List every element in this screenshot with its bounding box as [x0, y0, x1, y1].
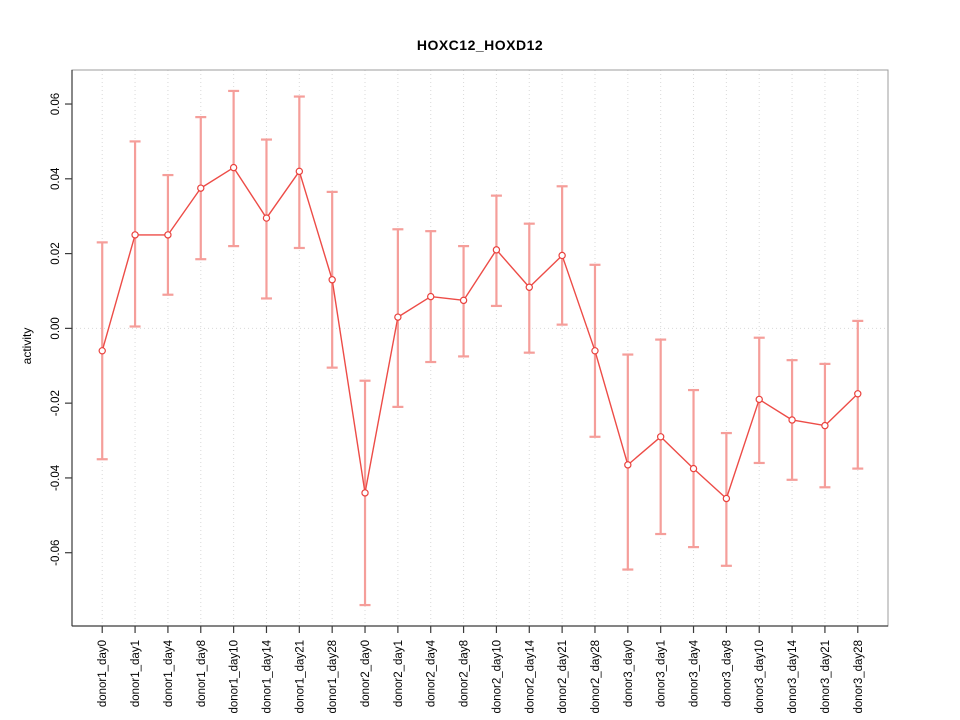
data-point-marker [656, 433, 665, 441]
data-point-marker [689, 464, 698, 473]
y-tick-label: 0.02 [50, 242, 62, 264]
x-tick-label: donor3_day0 [623, 640, 635, 707]
x-tick-label: donor1_day14 [261, 639, 273, 713]
data-point-marker [131, 231, 139, 239]
x-tick-label: donor2_day28 [590, 640, 602, 714]
data-point-marker [525, 283, 533, 291]
data-point-marker [558, 251, 566, 260]
y-tick-label: -0.04 [50, 464, 62, 491]
data-point-marker [98, 347, 106, 355]
data-point-marker [295, 167, 304, 176]
x-tick-label: donor3_day28 [853, 640, 865, 714]
x-tick-label: donor1_day1 [130, 640, 142, 707]
x-tick-label: donor2_day4 [426, 639, 438, 707]
data-point-marker [197, 184, 205, 192]
data-point-marker [591, 347, 599, 355]
data-point-marker [788, 416, 796, 424]
data-point-marker [821, 421, 829, 430]
x-tick-label: donor3_day1 [656, 640, 668, 707]
data-point-marker [755, 395, 763, 404]
x-tick-label: donor2_day14 [524, 639, 536, 713]
x-tick-label: donor3_day21 [820, 640, 832, 714]
x-tick-label: donor1_day0 [97, 640, 109, 707]
y-tick-label: 0.06 [50, 93, 62, 115]
data-point-marker [229, 163, 238, 172]
series-line [101, 166, 859, 500]
data-point-marker [394, 313, 402, 321]
x-tick-label: donor3_day10 [754, 640, 766, 714]
data-point-marker [624, 461, 632, 469]
data-point-marker [361, 489, 369, 497]
x-tick-label: donor2_day8 [459, 640, 471, 707]
x-tick-label: donor1_day10 [229, 640, 241, 714]
x-tick-label: donor2_day10 [491, 640, 503, 714]
data-point-marker [459, 296, 468, 305]
data-point-marker [854, 390, 862, 398]
y-axis: 0.06 0.04 0.02 0.00 -0.02 -0.04 -0.06 [50, 70, 73, 626]
x-tick-label: donor1_day4 [163, 639, 175, 707]
data-point-marker [492, 246, 501, 254]
grid [72, 70, 888, 626]
x-tick-label: donor3_day8 [721, 640, 733, 707]
chart-title: HOXC12_HOXD12 [416, 37, 544, 53]
x-tick-label: donor2_day0 [360, 640, 372, 707]
x-tick-label: donor3_day4 [689, 639, 701, 707]
y-tick-label: 0.04 [50, 167, 62, 190]
data-point-marker [262, 214, 271, 222]
data-point-marker [164, 231, 172, 239]
x-tick-label: donor1_day28 [327, 640, 339, 714]
x-tick-label: donor2_day21 [557, 640, 569, 714]
data-points [98, 163, 862, 503]
data-point-marker [427, 292, 435, 301]
plot-border [71, 69, 889, 627]
x-tick-label: donor1_day8 [196, 640, 208, 707]
x-tick-label: donor2_day1 [393, 640, 405, 707]
x-tick-label: donor1_day21 [294, 640, 306, 714]
data-point-marker [722, 494, 731, 503]
y-tick-label: -0.02 [50, 390, 62, 416]
error-bars [96, 89, 864, 607]
y-tick-label: -0.06 [50, 540, 62, 566]
x-tick-label: donor3_day14 [787, 639, 799, 713]
data-point-marker [328, 276, 336, 284]
x-axis: donor1_day0 donor1_day1 donor1_day4 donor1_… [72, 625, 888, 714]
y-tick-label: 0.00 [50, 317, 62, 339]
